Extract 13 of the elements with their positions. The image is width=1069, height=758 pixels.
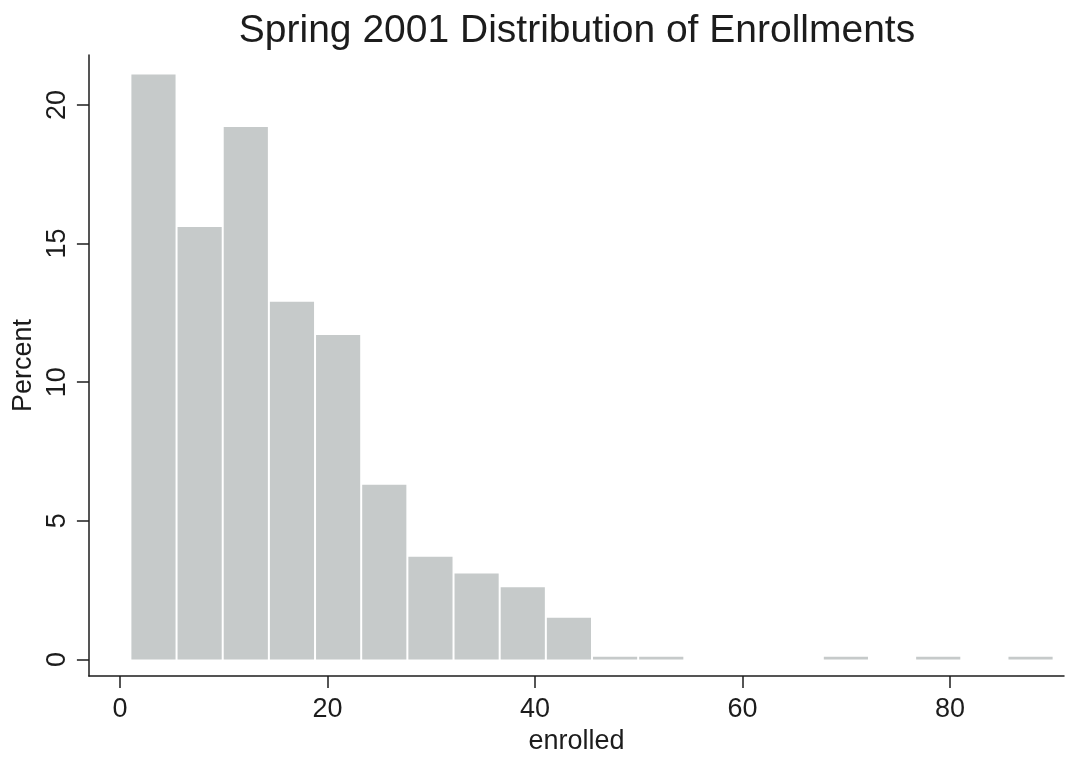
chart-title: Spring 2001 Distribution of Enrollments (238, 7, 916, 50)
y-tick-label: 5 (41, 513, 72, 529)
x-tick-label: 20 (312, 692, 343, 723)
x-tick-label: 80 (934, 692, 965, 723)
x-tick-label: 40 (519, 692, 550, 723)
y-tick-label: 10 (41, 367, 72, 398)
x-tick-label: 0 (112, 692, 128, 723)
y-tick-label: 15 (41, 228, 72, 259)
y-tick-label: 0 (41, 651, 72, 667)
x-axis-title: enrolled (528, 724, 625, 755)
y-tick-label: 20 (41, 89, 72, 120)
x-tick-label: 60 (727, 692, 758, 723)
y-axis-title: Percent (6, 318, 37, 413)
